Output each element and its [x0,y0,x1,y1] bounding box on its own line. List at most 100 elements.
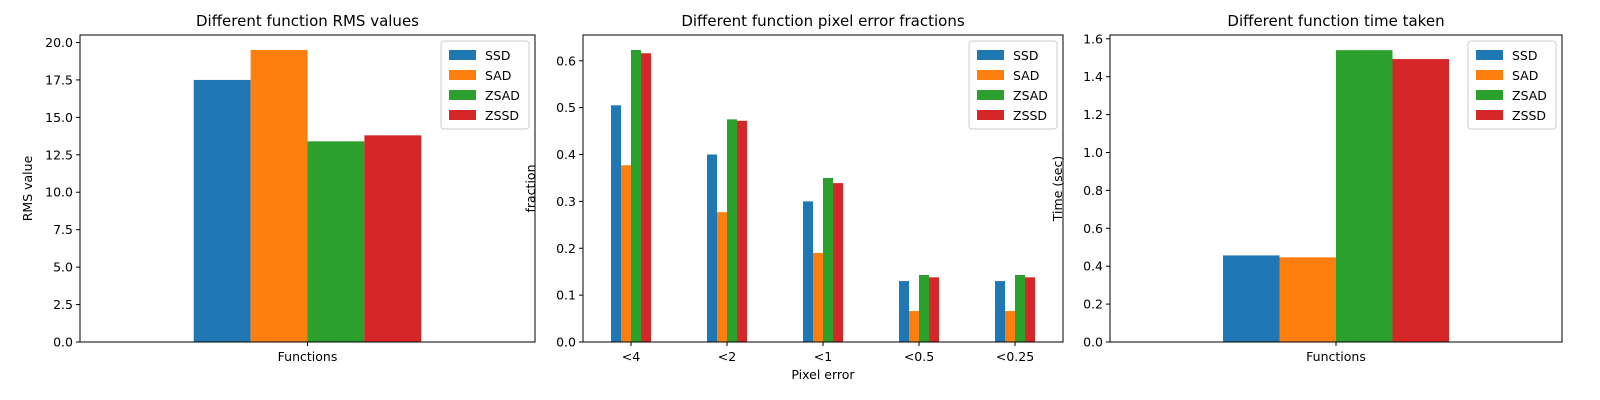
legend-swatch-ssd [977,50,1004,60]
legend: SSD SAD ZSAD ZSSD [968,40,1058,130]
bar-zssd-2 [833,183,843,342]
y-tick-label: 0.5 [556,100,576,115]
x-tick-label: Functions [1306,349,1366,364]
y-axis-label: fraction [523,164,538,212]
y-tick-label: 0.0 [1083,335,1103,350]
x-tick-label: <2 [718,349,736,364]
legend-swatch-ssd [1476,50,1503,60]
x-tick-label: Functions [278,349,338,364]
legend-swatch-zssd [449,110,476,120]
y-tick-label: 1.4 [1083,69,1103,84]
legend: SSD SAD ZSAD ZSSD [1467,40,1557,130]
bar-ssd-3 [899,281,909,342]
plot-frame [582,34,1064,343]
bar-zsad-0 [307,141,365,342]
bar-ssd-0 [193,79,251,343]
bar-zsad-0 [631,49,641,342]
legend-swatch-zssd [977,110,1004,120]
y-tick-label: 20.0 [45,35,73,50]
bar-zsad-3 [919,274,929,342]
legend-label-zsad: ZSAD [1512,88,1547,103]
bar-ssd-4 [995,281,1005,342]
legend-label-ssd: SSD [1013,48,1039,63]
bar-sad-3 [909,311,919,342]
bar-zsad-2 [823,177,833,342]
plot-frame [1109,34,1563,343]
chart-panel-1: Different function pixel error fractions… [523,12,1064,382]
y-tick-label: 17.5 [45,72,73,87]
y-tick-label: 2.5 [53,297,73,312]
bar-zssd-0 [641,53,651,342]
legend-box [968,40,1058,130]
legend-swatch-ssd [449,50,476,60]
y-tick-label: 0.2 [1083,297,1103,312]
legend-label-ssd: SSD [1512,48,1538,63]
y-tick-label: 1.6 [1083,31,1103,46]
bar-zssd-4 [1025,277,1035,342]
bar-sad-0 [1279,257,1336,342]
y-tick-label: 1.2 [1083,107,1103,122]
bar-ssd-2 [803,201,813,342]
legend-swatch-zsad [449,90,476,100]
legend-label-sad: SAD [485,68,511,83]
chart-title: Different function pixel error fractions [681,12,965,30]
legend-label-zsad: ZSAD [1013,88,1048,103]
legend-label-sad: SAD [1013,68,1039,83]
legend: SSD SAD ZSAD ZSSD [440,40,530,130]
legend-label-sad: SAD [1512,68,1538,83]
legend-swatch-sad [977,70,1004,80]
y-tick-label: 1.0 [1083,145,1103,160]
legend-label-zssd: ZSSD [485,108,519,123]
bar-zssd-3 [929,277,939,342]
y-tick-label: 0.2 [556,241,576,256]
y-tick-label: 10.0 [45,185,73,200]
y-tick-label: 0.4 [1083,259,1103,274]
bar-sad-0 [250,49,308,342]
y-tick-label: 0.4 [556,147,576,162]
x-tick-label: <0.25 [996,349,1034,364]
y-tick-label: 5.0 [53,260,73,275]
y-tick-label: 15.0 [45,110,73,125]
x-tick-label: <1 [814,349,832,364]
y-tick-label: 0.1 [556,288,576,303]
bar-zssd-0 [1392,59,1449,342]
legend-swatch-sad [1476,70,1503,80]
chart-title: Different function time taken [1227,12,1444,30]
y-tick-label: 0.0 [556,335,576,350]
y-tick-label: 12.5 [45,147,73,162]
legend-box [1467,40,1557,130]
y-tick-label: 0.0 [53,335,73,350]
bar-sad-0 [621,165,631,342]
bar-zsad-4 [1015,274,1025,342]
legend-swatch-zsad [1476,90,1503,100]
legend-label-zssd: ZSSD [1013,108,1047,123]
legend-label-ssd: SSD [485,48,511,63]
y-tick-label: 0.6 [556,53,576,68]
y-axis-label: RMS value [20,155,35,221]
chart-panel-0: Different function RMS values Functions 0.… [20,12,536,364]
y-tick-label: 0.6 [1083,221,1103,236]
legend-label-zsad: ZSAD [485,88,520,103]
bar-ssd-0 [1223,255,1280,342]
bar-sad-4 [1005,311,1015,342]
bar-ssd-0 [611,105,621,342]
x-axis-label: Pixel error [791,367,855,382]
bar-sad-2 [813,252,823,342]
bar-zsad-0 [1336,50,1393,342]
bar-zssd-1 [737,120,747,342]
x-tick-label: <4 [622,349,640,364]
legend-swatch-sad [449,70,476,80]
y-tick-label: 0.8 [1083,183,1103,198]
legend-box [440,40,530,130]
bar-zsad-1 [727,119,737,342]
legend-swatch-zssd [1476,110,1503,120]
legend-label-zssd: ZSSD [1512,108,1546,123]
bar-zssd-0 [364,135,422,342]
bar-sad-1 [717,212,727,342]
chart-panel-2: Different function time taken Functions 0.… [1050,12,1563,364]
y-tick-label: 0.3 [556,194,576,209]
chart-title: Different function RMS values [196,12,419,30]
y-axis-label: Time (sec) [1050,156,1065,222]
plot-frame [79,34,536,343]
